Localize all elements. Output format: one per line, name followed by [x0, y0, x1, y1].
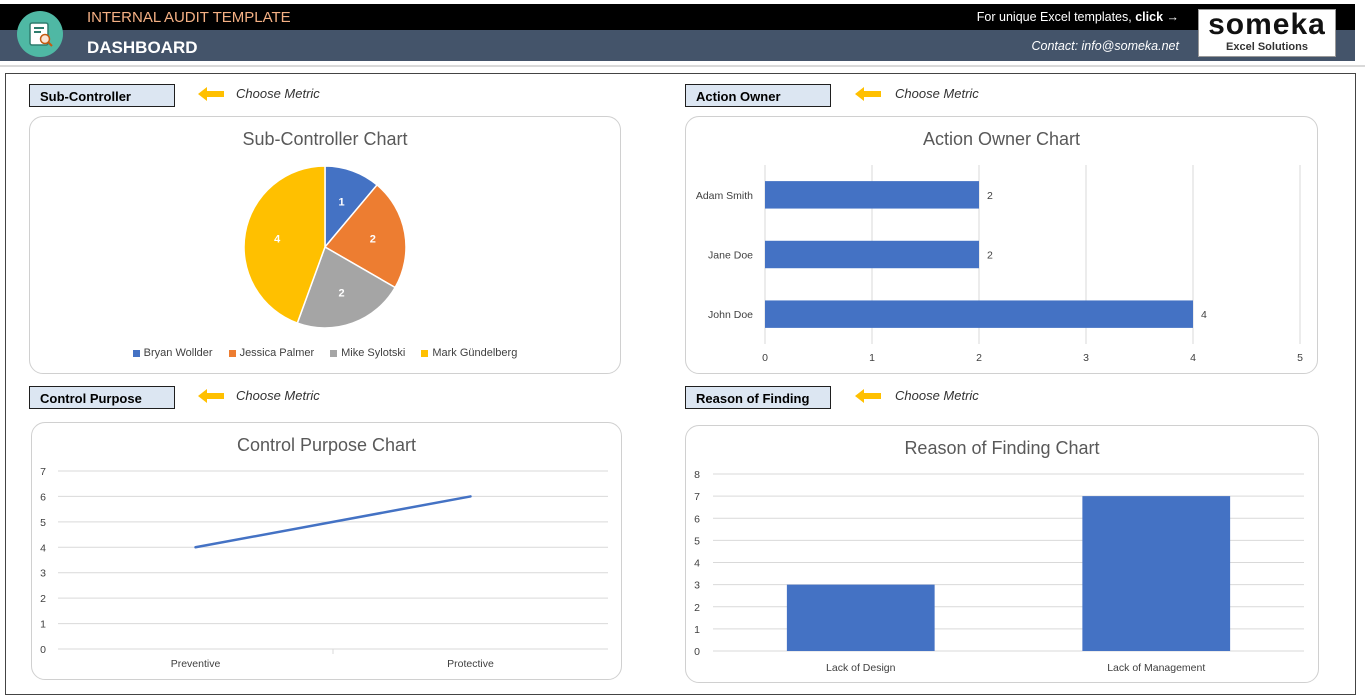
bar: [765, 181, 979, 209]
bar-chart-plot: 0 1 2 3 4 5 Adam Smith 2 Jane Doe 2 John Doe 4: [696, 165, 1303, 364]
category-label: John Doe: [708, 309, 753, 321]
header-separator: [0, 65, 1365, 67]
choose-metric-hint: Choose Metric: [236, 388, 320, 403]
choose-metric-hint: Choose Metric: [895, 388, 979, 403]
page-title: DASHBOARD: [87, 38, 198, 57]
category-label: Preventive: [171, 658, 221, 670]
choose-metric-hint: Choose Metric: [236, 86, 320, 101]
legend-label: Mark Gündelberg: [432, 347, 518, 359]
tick-label: 3: [1083, 352, 1089, 364]
tick-label: 2: [694, 602, 700, 614]
legend-item: Mike Sylotski: [330, 347, 405, 359]
tick-label: 1: [694, 624, 700, 636]
tick-label: 6: [694, 513, 700, 525]
tick-label: 2: [40, 593, 46, 605]
tick-label: 3: [694, 580, 700, 592]
brand-tagline: Excel Solutions: [1226, 41, 1308, 53]
arrow-left-icon: [855, 87, 881, 101]
reason-of-finding-chart[interactable]: Reason of Finding Chart 0 1 2 3 4 5 6 7 8 Lack of…: [685, 425, 1319, 683]
action-owner-chart[interactable]: Action Owner Chart 0 1 2 3 4 5 Adam Smith 2 Jane…: [685, 116, 1318, 374]
sub-controller-metric-select[interactable]: Sub-Controller: [29, 84, 175, 107]
app-title: INTERNAL AUDIT TEMPLATE: [87, 9, 291, 26]
pie-slice: [243, 165, 326, 325]
data-label: 2: [987, 250, 993, 262]
promo-text: For unique Excel templates, click →: [977, 10, 1179, 24]
legend-swatch: [132, 349, 140, 357]
legend-label: Jessica Palmer: [239, 347, 315, 359]
arrow-left-icon: [855, 389, 881, 403]
category-label: Protective: [447, 658, 494, 670]
legend-item: Jessica Palmer: [228, 347, 315, 359]
data-label: 2: [987, 190, 993, 202]
legend-label: Bryan Wollder: [143, 347, 213, 359]
dashboard-frame: [5, 73, 1356, 695]
pie-slice: [323, 183, 407, 289]
action-owner-metric-select[interactable]: Action Owner: [685, 84, 831, 107]
tick-label: 3: [40, 568, 46, 580]
category-label: Jane Doe: [708, 250, 753, 262]
reason-of-finding-metric-select[interactable]: Reason of Finding: [685, 386, 831, 409]
tick-label: 0: [694, 646, 700, 658]
tick-label: 0: [40, 644, 46, 656]
line-chart-plot: 0 1 2 3 4 5 6 7 Preventive Protective: [40, 466, 608, 670]
legend-swatch: [228, 349, 236, 357]
control-purpose-metric-select[interactable]: Control Purpose: [29, 386, 175, 409]
chart-title: Action Owner Chart: [922, 129, 1081, 149]
tick-label: 5: [1297, 352, 1303, 364]
category-label: Lack of Design: [826, 662, 896, 674]
header-bottom-bar: [0, 30, 1196, 61]
audit-document-icon: [17, 11, 63, 57]
column-chart-plot: 0 1 2 3 4 5 6 7 8 Lack of Design Lack of Managemen…: [694, 469, 1304, 674]
sub-controller-chart[interactable]: Sub-Controller Chart 1 2 2 4 Bryan Wollder J…: [29, 116, 621, 374]
promo-click-link[interactable]: click →: [1135, 10, 1179, 24]
category-label: Adam Smith: [696, 190, 753, 202]
bar: [1082, 496, 1231, 651]
data-label: 2: [339, 288, 345, 300]
promo-label: For unique Excel templates,: [976, 10, 1136, 24]
tick-label: 4: [40, 542, 46, 554]
legend-swatch: [421, 349, 429, 357]
brand-name: someka: [1208, 8, 1326, 41]
pie-slice: [296, 245, 397, 329]
bar: [765, 240, 979, 269]
bar: [765, 300, 1193, 328]
legend-label: Mike Sylotski: [341, 347, 406, 359]
tick-label: 2: [976, 352, 982, 364]
tick-label: 7: [694, 491, 700, 503]
tick-label: 1: [40, 619, 46, 631]
chart-title: Sub-Controller Chart: [242, 129, 408, 149]
tick-label: 5: [40, 517, 46, 529]
arrow-left-icon: [198, 87, 224, 101]
legend-item: Bryan Wollder: [132, 347, 213, 359]
chart-title: Control Purpose Chart: [236, 435, 417, 455]
contact-email[interactable]: Contact: info@someka.net: [1031, 39, 1180, 53]
tick-label: 8: [694, 469, 700, 481]
data-label: 4: [274, 234, 281, 246]
brand-logo[interactable]: someka Excel Solutions: [1198, 9, 1336, 57]
choose-metric-hint: Choose Metric: [895, 86, 979, 101]
arrow-left-icon: [198, 389, 224, 403]
tick-label: 6: [40, 491, 46, 503]
tick-label: 0: [762, 352, 768, 364]
chart-legend: Bryan Wollder Jessica Palmer Mike Sylotski…: [30, 347, 620, 359]
chart-title: Reason of Finding Chart: [904, 438, 1100, 458]
tick-label: 4: [694, 558, 700, 570]
pie-chart-plot: 1 2 2 4: [243, 165, 407, 329]
data-label: 2: [370, 234, 376, 246]
series-line: [194, 495, 472, 549]
tick-label: 1: [869, 352, 875, 364]
legend-item: Mark Gündelberg: [421, 347, 517, 359]
data-label: 1: [339, 196, 345, 208]
tick-label: 4: [1190, 352, 1196, 364]
control-purpose-chart[interactable]: Control Purpose Chart 0 1 2 3 4 5 6 7 Preventive…: [31, 422, 622, 680]
header-top-bar: [0, 4, 1196, 30]
tick-label: 5: [694, 535, 700, 547]
category-label: Lack of Management: [1107, 662, 1205, 674]
legend-swatch: [330, 349, 338, 357]
bar: [786, 584, 935, 651]
data-label: 4: [1201, 309, 1207, 321]
tick-label: 7: [40, 466, 46, 478]
